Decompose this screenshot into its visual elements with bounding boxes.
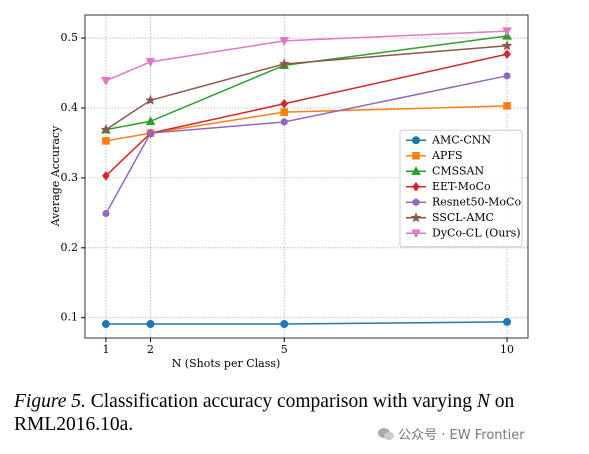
- y-tick-label: 0.2: [61, 241, 79, 254]
- legend-marker: [412, 136, 420, 145]
- marker: [280, 320, 289, 329]
- legend-label: EET-MoCo: [432, 180, 491, 193]
- legend-label: SSCL-AMC: [432, 211, 494, 224]
- series-line: [105, 53, 508, 177]
- y-tick-label: 0.1: [61, 311, 79, 324]
- marker: [145, 58, 156, 67]
- legend-marker: [412, 181, 420, 192]
- caption-label: Figure 5.: [14, 391, 86, 412]
- y-axis-label: Average Accuracy: [49, 125, 62, 227]
- marker: [501, 40, 513, 51]
- legend-box: [399, 129, 523, 248]
- marker: [503, 317, 512, 326]
- legend-label: APFS: [431, 149, 463, 162]
- plot-frame: [84, 14, 529, 339]
- x-tick-label: 10: [500, 343, 514, 356]
- marker: [145, 116, 156, 125]
- legend-marker: [410, 212, 422, 223]
- marker: [280, 98, 289, 109]
- caption-tail: on RML2016.10a.: [14, 391, 515, 435]
- marker: [101, 320, 110, 329]
- marker: [102, 171, 110, 181]
- marker: [102, 137, 110, 145]
- series-line: [105, 45, 508, 131]
- legend-label: CMSSAN: [432, 164, 485, 177]
- marker: [102, 209, 110, 218]
- y-tick-label: 0.5: [61, 31, 79, 44]
- y-tick-label: 0.4: [61, 101, 79, 114]
- marker: [145, 94, 156, 105]
- caption-variable: N: [476, 391, 490, 412]
- watermark-icon: [378, 428, 394, 440]
- chart: N (Shots per Class) Average Accuracy 0.1…: [49, 14, 529, 370]
- x-tick-label: 2: [147, 343, 154, 356]
- legend-marker: [411, 166, 421, 175]
- marker: [100, 123, 112, 135]
- caption-text: Classification accuracy comparison with …: [90, 391, 472, 412]
- marker: [101, 77, 111, 86]
- marker: [280, 118, 288, 126]
- series-line: [105, 321, 508, 325]
- marker: [146, 320, 155, 329]
- x-axis-label: N (Shots per Class): [172, 357, 281, 370]
- series-line: [105, 105, 508, 142]
- legend-label: Resnet50-MoCo: [432, 195, 521, 208]
- x-tick-label: 5: [281, 343, 288, 356]
- legend-marker: [411, 229, 421, 239]
- series-line: [105, 30, 508, 82]
- marker: [278, 58, 290, 69]
- legend-marker: [412, 151, 420, 160]
- series-line: [105, 75, 508, 214]
- y-tick-label: 0.3: [61, 171, 79, 184]
- x-tick-label: 1: [102, 343, 109, 356]
- legend-label: AMC-CNN: [431, 133, 491, 146]
- marker: [280, 108, 289, 116]
- marker: [502, 27, 512, 37]
- caption: Figure 5. Classification accuracy compar…: [14, 390, 574, 436]
- marker: [279, 37, 290, 46]
- series-line: [105, 35, 508, 131]
- marker: [503, 71, 511, 80]
- marker: [147, 129, 154, 138]
- marker: [503, 102, 511, 110]
- watermark-text: 公众号 · EW Frontier: [398, 428, 525, 443]
- marker: [503, 49, 511, 59]
- legend-label: DyCo-CL (Ours): [432, 226, 521, 239]
- legend-marker: [412, 198, 420, 207]
- watermark: 公众号 · EW Frontier: [378, 424, 525, 443]
